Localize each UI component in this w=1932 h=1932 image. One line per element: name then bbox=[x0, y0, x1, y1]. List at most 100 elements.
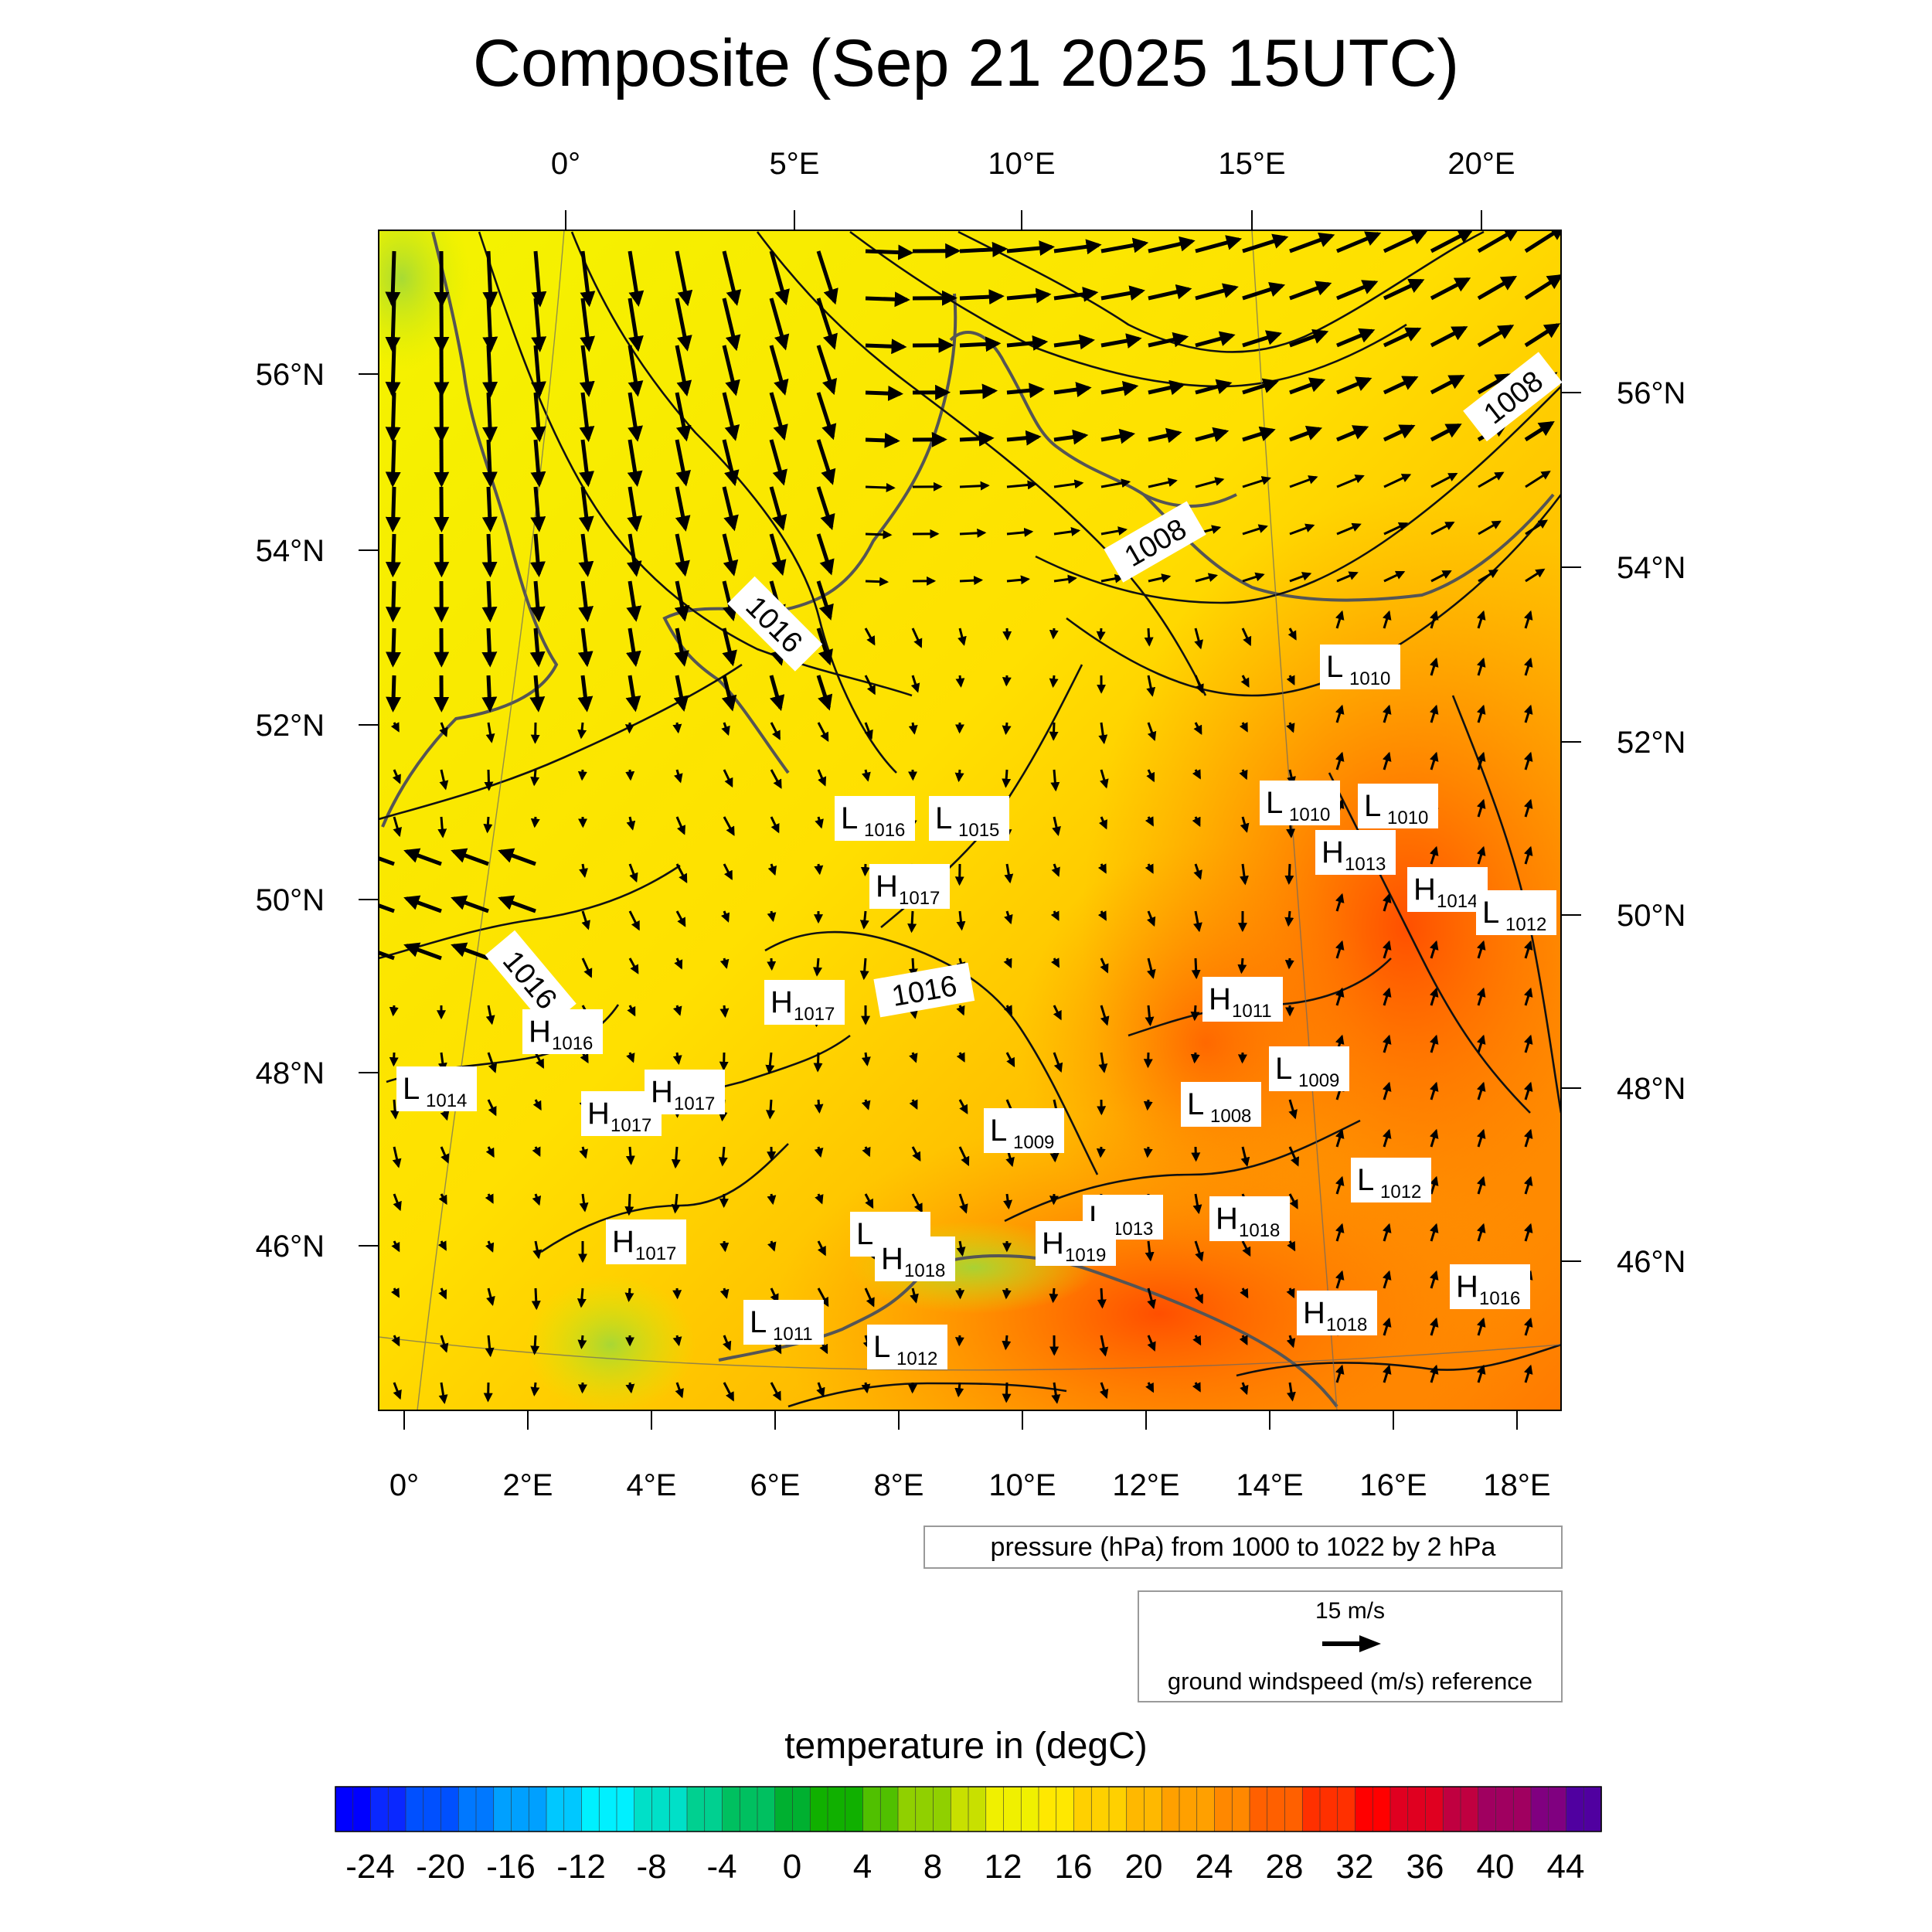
wind-arrow bbox=[722, 345, 740, 396]
pressure-center-value: 1011 bbox=[1232, 1001, 1272, 1022]
wind-arrow bbox=[481, 675, 498, 713]
pressure-center-type: L bbox=[1275, 1052, 1292, 1086]
colorbar-swatch bbox=[1126, 1786, 1145, 1832]
wind-arrow bbox=[624, 1193, 634, 1216]
wind-arrow bbox=[770, 722, 781, 740]
wind-arrow bbox=[1002, 1335, 1012, 1351]
pressure-center-value: 1017 bbox=[635, 1243, 676, 1264]
low-pressure-label: L 1009 bbox=[984, 1108, 1064, 1153]
wind-arrow bbox=[1336, 425, 1369, 442]
wind-arrow bbox=[385, 345, 401, 398]
wind-arrow bbox=[1289, 426, 1323, 442]
wind-arrow bbox=[1002, 1382, 1012, 1403]
wind-arrow bbox=[1097, 863, 1107, 874]
wind-arrow bbox=[1003, 1005, 1013, 1015]
low-pressure-label: L 1015 bbox=[929, 796, 1009, 841]
wind-arrow bbox=[1382, 1317, 1392, 1336]
colorbar-tick-label: 0 bbox=[783, 1848, 801, 1886]
wind-arrow bbox=[438, 1287, 447, 1300]
wind-arrow bbox=[723, 769, 733, 788]
colorbar-swatch bbox=[739, 1786, 758, 1832]
pressure-center-value: 1013 bbox=[1345, 854, 1386, 875]
high-pressure-label: H 1013 bbox=[1315, 830, 1396, 875]
right-ticks bbox=[1561, 392, 1581, 1262]
wind-arrow bbox=[817, 1240, 826, 1257]
isobar-line bbox=[849, 230, 1407, 388]
colorbar-tick-label: 36 bbox=[1406, 1848, 1444, 1886]
colorbar-swatch bbox=[774, 1786, 794, 1832]
colorbar-swatch bbox=[1056, 1786, 1075, 1832]
wind-arrow bbox=[581, 957, 593, 978]
colorbar-swatch bbox=[387, 1786, 406, 1832]
wind-arrow bbox=[1523, 1081, 1533, 1100]
wind-arrow bbox=[1382, 751, 1392, 770]
wind-arrow bbox=[766, 1099, 776, 1120]
wind-arrow bbox=[1098, 722, 1108, 745]
wind-arrow bbox=[1147, 910, 1156, 927]
colorbar-tick-label: 20 bbox=[1125, 1848, 1163, 1886]
wind-reference-legend: 15 m/s ground windspeed (m/s) reference bbox=[1138, 1590, 1563, 1702]
wind-arrow bbox=[1523, 704, 1533, 723]
left-latitude-label: 52°N bbox=[256, 709, 325, 743]
colorbar-swatch bbox=[1389, 1786, 1409, 1832]
wind-arrow bbox=[1240, 1382, 1249, 1396]
wind-arrow bbox=[580, 298, 595, 352]
wind-arrow bbox=[529, 580, 546, 623]
wind-arrow bbox=[498, 895, 536, 913]
wind-arrow bbox=[1523, 1364, 1533, 1383]
colorbar-tick-label: 44 bbox=[1547, 1848, 1585, 1886]
pressure-center-value: 1016 bbox=[1479, 1288, 1520, 1309]
wind-arrow bbox=[403, 895, 442, 913]
wind-arrow bbox=[1050, 957, 1060, 968]
wind-arrow bbox=[815, 816, 824, 829]
wind-arrow bbox=[1336, 328, 1376, 348]
wind-arrow bbox=[1523, 751, 1533, 770]
colorbar-swatch bbox=[668, 1786, 688, 1832]
wind-arrow bbox=[816, 486, 835, 531]
low-pressure-label: L 1012 bbox=[1476, 890, 1556, 935]
wind-arrow bbox=[532, 1099, 542, 1111]
wind-arrow bbox=[1429, 1034, 1439, 1053]
wind-arrow bbox=[389, 1005, 399, 1017]
wind-arrow bbox=[1429, 751, 1439, 770]
wind-arrow bbox=[391, 1240, 400, 1253]
wind-arrow bbox=[1284, 910, 1294, 927]
wind-arrow bbox=[530, 486, 546, 532]
wind-arrow bbox=[1288, 1099, 1298, 1120]
wind-arrow bbox=[1195, 283, 1239, 301]
wind-arrow bbox=[627, 1005, 636, 1017]
wind-arrow bbox=[1239, 769, 1248, 781]
wind-arrow bbox=[770, 816, 780, 834]
wind-arrow bbox=[1335, 704, 1345, 723]
colorbar-swatch bbox=[897, 1786, 917, 1832]
wind-arrow bbox=[1288, 1146, 1299, 1167]
wind-arrow bbox=[626, 816, 636, 831]
wind-arrow bbox=[483, 1382, 493, 1403]
wind-arrow bbox=[1148, 573, 1172, 583]
wind-arrow bbox=[1523, 845, 1533, 865]
wind-arrow bbox=[1096, 628, 1106, 641]
wind-arrow bbox=[911, 1146, 921, 1162]
colorbar-swatch bbox=[1249, 1786, 1268, 1832]
wind-arrow bbox=[1523, 798, 1533, 818]
wind-arrow bbox=[530, 769, 540, 787]
top-longitude-label: 5°E bbox=[770, 147, 820, 181]
pressure-center-type: H bbox=[1216, 1202, 1238, 1236]
wind-arrow bbox=[862, 1146, 871, 1158]
colorbar-tick-label: 32 bbox=[1336, 1848, 1374, 1886]
wind-arrow bbox=[1382, 704, 1392, 723]
pressure-center-type: L bbox=[1266, 786, 1283, 820]
right-latitude-label: 56°N bbox=[1617, 376, 1685, 410]
wind-arrow bbox=[675, 345, 692, 397]
plot-frame bbox=[378, 230, 1562, 1411]
wind-arrow bbox=[390, 1287, 400, 1298]
wind-arrow bbox=[1476, 1128, 1486, 1148]
wind-arrow bbox=[816, 1382, 825, 1398]
colorbar-swatch bbox=[546, 1786, 565, 1832]
wind-arrow bbox=[1383, 230, 1428, 253]
wind-arrow bbox=[484, 769, 494, 791]
wind-arrow bbox=[718, 1146, 728, 1167]
wind-arrow bbox=[1286, 1335, 1296, 1349]
wind-arrow bbox=[1430, 423, 1462, 442]
wind-arrow bbox=[1286, 1287, 1295, 1299]
